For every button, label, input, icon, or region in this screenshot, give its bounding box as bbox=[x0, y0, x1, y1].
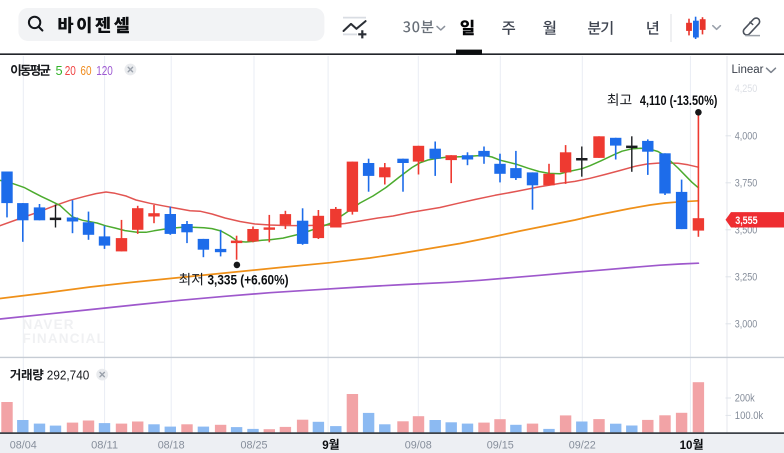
svg-text:NAVER: NAVER bbox=[23, 317, 75, 332]
svg-text:08/11: 08/11 bbox=[91, 440, 118, 452]
svg-text:4,110 (-13.50%): 4,110 (-13.50%) bbox=[640, 93, 718, 108]
svg-text:09/08: 09/08 bbox=[405, 440, 432, 452]
svg-text:Linear: Linear bbox=[732, 64, 764, 76]
svg-text:5: 5 bbox=[56, 63, 63, 78]
svg-text:9: 9 bbox=[322, 439, 329, 452]
svg-text:200k: 200k bbox=[735, 393, 756, 405]
svg-text:3,335 (+6.60%): 3,335 (+6.60%) bbox=[208, 272, 289, 287]
svg-text:292,740: 292,740 bbox=[47, 367, 90, 382]
svg-text:100.0k: 100.0k bbox=[735, 410, 764, 422]
svg-text:4,250: 4,250 bbox=[735, 83, 758, 95]
svg-text:FINANCIAL: FINANCIAL bbox=[23, 331, 107, 346]
svg-text:09/22: 09/22 bbox=[569, 440, 596, 452]
svg-text:60: 60 bbox=[80, 63, 91, 78]
svg-text:10: 10 bbox=[680, 439, 693, 452]
svg-text:3,000: 3,000 bbox=[735, 319, 758, 331]
svg-text:09/15: 09/15 bbox=[487, 440, 514, 452]
svg-text:08/18: 08/18 bbox=[158, 440, 185, 452]
svg-text:120: 120 bbox=[96, 63, 113, 78]
svg-text:3,750: 3,750 bbox=[735, 178, 758, 190]
svg-text:4,000: 4,000 bbox=[735, 131, 758, 143]
svg-text:08/04: 08/04 bbox=[10, 440, 37, 452]
svg-text:3,555: 3,555 bbox=[735, 215, 758, 227]
svg-text:3,250: 3,250 bbox=[735, 272, 758, 284]
svg-text:20: 20 bbox=[65, 63, 76, 78]
svg-text:08/25: 08/25 bbox=[241, 440, 268, 452]
